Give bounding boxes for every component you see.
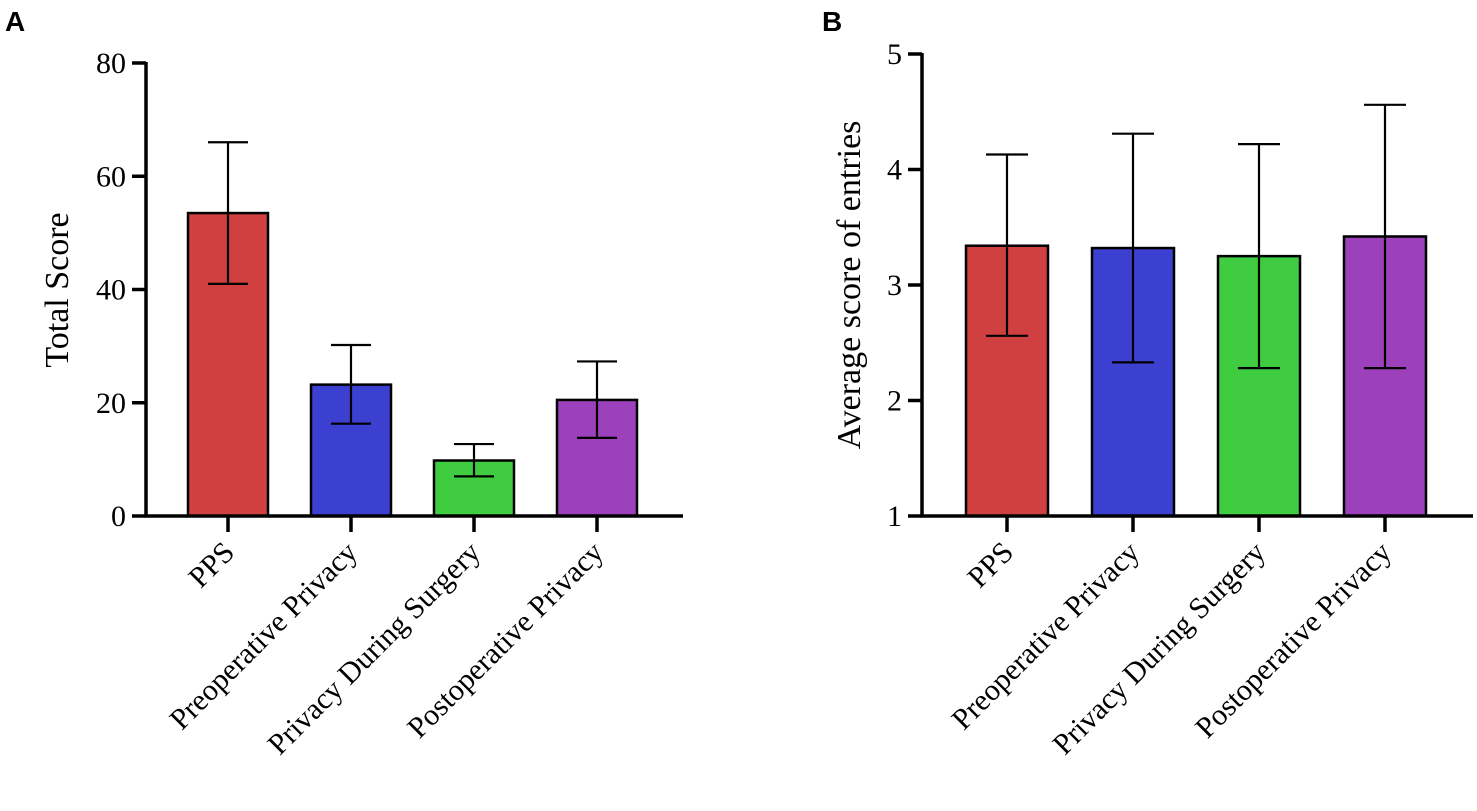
panel-b-error-bar-4 [1364,103,1406,370]
panel-b-y-tick-label: 3 [887,269,902,302]
panel-a-error-bar-2 [331,343,371,425]
panel-a-y-tick-label: 80 [96,47,126,80]
panel-a-error-bar-4 [577,360,617,439]
panel-b-error-bar-1 [986,153,1028,337]
panel-a-y-tick-label: 20 [96,387,126,420]
panel-a-y-tick-label: 60 [96,160,126,193]
panel-b-y-axis-title: Average score of entries [831,121,868,450]
panel-a-category-label: Privacy During Surgery [261,536,487,762]
panel-b-category-label: Privacy During Surgery [1046,536,1272,762]
panel-b-y-tick-label: 5 [887,38,902,71]
panel-a-error-bar-1 [208,141,248,285]
panel-a-y-tick-label: 0 [111,500,126,533]
panel-b-y-tick-label: 4 [887,154,902,187]
panel-b-error-bar-2 [1112,132,1154,364]
panel-a-label: A [5,6,25,37]
panel-b-error-bar-3 [1238,142,1280,370]
panel-a-error-bar-3 [454,442,494,478]
panel-b-label: B [822,6,842,37]
panel-a-y-tick-label: 40 [96,274,126,307]
panel-b: B Average score of entries 12345PPSPreop… [822,6,1473,761]
panel-b-category-label: PPS [961,536,1020,595]
panel-b-y-tick-label: 1 [887,500,902,533]
panel-a-category-label: PPS [182,536,241,595]
panel-b-y-tick-label: 2 [887,385,902,418]
panel-a-y-axis-title: Total Score [39,212,76,367]
